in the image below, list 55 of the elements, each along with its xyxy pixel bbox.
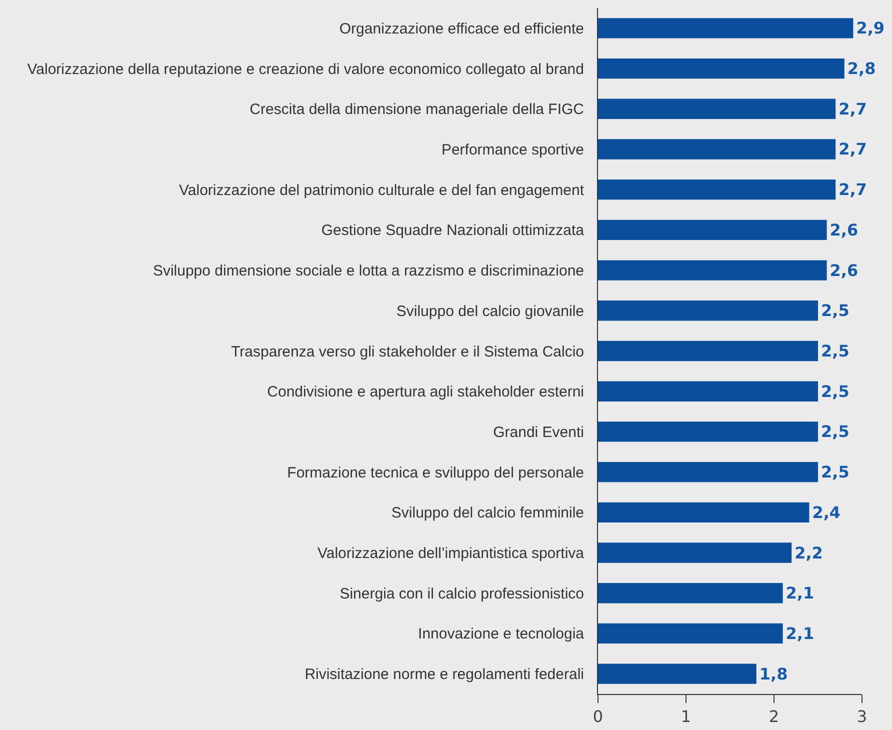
data-label: 2,8 xyxy=(847,59,876,78)
bar xyxy=(598,664,756,684)
bar xyxy=(598,542,792,563)
bar xyxy=(598,623,783,644)
data-label: 2,7 xyxy=(838,140,867,159)
y-tick-label: Sviluppo dimensione sociale e lotta a razzismo e discriminazione xyxy=(152,262,584,280)
y-tick-label: Sviluppo del calcio femminile xyxy=(391,504,584,522)
bar xyxy=(598,139,836,160)
y-tick-label: Condivisione e apertura agli stakeholder esterni xyxy=(267,384,584,401)
y-tick-label: Sviluppo del calcio giovanile xyxy=(396,302,584,320)
x-tick-label: 3 xyxy=(856,707,868,726)
data-label: 2,6 xyxy=(830,260,858,280)
bar xyxy=(598,18,854,38)
y-tick-label: Organizzazione efficace ed efficiente xyxy=(339,20,584,38)
bar xyxy=(598,220,827,240)
data-label: 2,2 xyxy=(794,543,823,562)
y-tick-label: Valorizzazione della reputazione e creazione di valore economico collegato al brand xyxy=(27,60,584,78)
bar xyxy=(598,340,818,362)
data-label: 1,8 xyxy=(759,664,788,684)
bar xyxy=(598,260,827,280)
bar xyxy=(598,462,818,482)
x-tick-label: 2 xyxy=(768,707,780,726)
data-label: 2,5 xyxy=(821,382,850,401)
y-tick-label: Performance sportive xyxy=(441,141,584,158)
bar xyxy=(598,180,836,200)
data-label: 2,5 xyxy=(821,301,850,320)
y-tick-label: Crescita della dimensione manageriale della FIGC xyxy=(250,101,584,118)
data-label: 2,7 xyxy=(838,99,867,118)
bar xyxy=(598,583,783,604)
data-label: 2,7 xyxy=(838,180,867,200)
data-label: 2,1 xyxy=(786,584,814,603)
bar xyxy=(598,381,818,402)
x-tick-label: 1 xyxy=(680,707,692,726)
bar xyxy=(598,300,818,321)
y-tick-label: Sinergia con il calcio professionistico xyxy=(340,585,584,602)
x-tick-label: 0 xyxy=(592,707,604,726)
bar xyxy=(598,98,836,119)
data-label: 2,4 xyxy=(812,502,841,522)
y-tick-label: Grandi Eventi xyxy=(493,424,584,441)
y-tick-label: Valorizzazione del patrimonio culturale e del fan engagement xyxy=(179,182,585,199)
y-tick-label: Valorizzazione dell’impiantistica sportiva xyxy=(317,545,585,562)
data-label: 2,5 xyxy=(821,342,850,360)
data-label: 2,5 xyxy=(821,462,850,482)
data-label: 2,1 xyxy=(786,624,814,643)
bar xyxy=(598,58,844,79)
y-tick-label: Formazione tecnica e sviluppo del personale xyxy=(287,464,584,482)
y-tick-label: Innovazione e tecnologia xyxy=(418,626,585,643)
data-label: 2,9 xyxy=(856,18,885,38)
y-tick-label: Rivisitazione norme e regolamenti federali xyxy=(304,666,584,684)
bar xyxy=(598,422,818,442)
y-tick-label: Gestione Squadre Nazionali ottimizzata xyxy=(321,222,585,240)
y-tick-label: Trasparenza verso gli stakeholder e il Sistema Calcio xyxy=(231,343,584,360)
bar xyxy=(598,502,810,522)
data-label: 2,5 xyxy=(821,422,850,442)
data-label: 2,6 xyxy=(830,220,858,240)
